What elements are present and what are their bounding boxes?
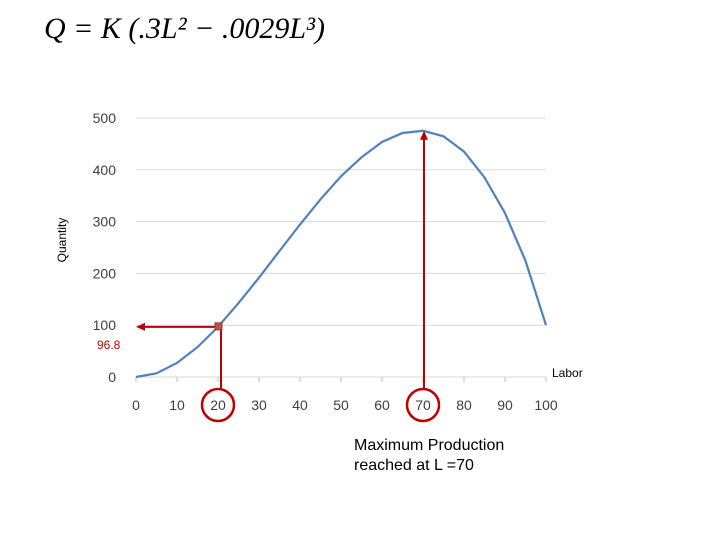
value-arrow-head	[136, 322, 145, 331]
x-tick-label: 20	[210, 397, 226, 413]
y-tick-label: 0	[108, 369, 116, 385]
y-axis-ticks: 0 100 200 300 400 500	[93, 110, 117, 385]
y-tick-label: 100	[93, 317, 117, 333]
x-tick-label: 50	[333, 397, 349, 413]
circle-tick-70	[405, 387, 441, 423]
note-line-2: reached at L =70	[354, 457, 474, 474]
x-tick-label: 10	[169, 397, 185, 413]
point-value-label: 96.8	[97, 338, 121, 352]
y-tick-label: 400	[93, 162, 117, 178]
x-tick-label: 80	[456, 397, 472, 413]
x-tick-label: 0	[132, 397, 140, 413]
x-tick-label: 70	[415, 397, 431, 413]
x-tick-label: 100	[534, 397, 558, 413]
note-line-1: Maximum Production	[354, 437, 505, 454]
y-axis-label: Quantity	[55, 218, 69, 263]
point-marker	[214, 322, 223, 331]
x-axis-ticks: 0 10 20 30 40 50 60 70 80 90 100	[132, 377, 558, 413]
x-tick-label: 60	[374, 397, 390, 413]
max-arrow-head	[420, 130, 428, 140]
production-function-equation: Q = K (.3L² − .0029L³)	[44, 12, 326, 45]
y-tick-label: 200	[93, 265, 117, 281]
x-tick-label: 40	[292, 397, 308, 413]
x-axis-label: Labor	[552, 366, 583, 380]
x-tick-label: 30	[251, 397, 267, 413]
circle-tick-20	[200, 387, 236, 423]
annotations: 96.8	[97, 130, 441, 423]
production-curve	[135, 129, 548, 379]
x-tick-label: 90	[497, 397, 513, 413]
y-tick-label: 300	[93, 214, 117, 230]
y-tick-label: 500	[93, 110, 117, 126]
gridlines	[136, 117, 546, 378]
max-production-note: Maximum Production reached at L =70	[354, 436, 504, 476]
